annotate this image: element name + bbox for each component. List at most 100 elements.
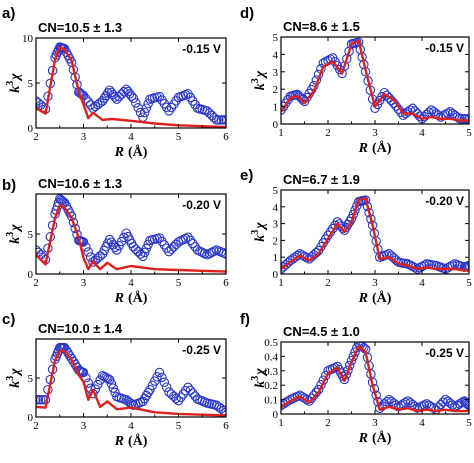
y-axis-chi: χ <box>8 73 23 82</box>
x-axis-label: R (Å) <box>358 290 392 306</box>
data-point <box>36 395 41 405</box>
data-point <box>438 397 448 407</box>
series-fit <box>36 204 226 273</box>
y-tick-label: 0.3 <box>264 366 278 378</box>
x-tick-label: 5 <box>466 277 472 289</box>
data-point <box>133 246 143 257</box>
data-point <box>445 261 455 272</box>
data-point <box>197 247 208 258</box>
panel-f: f) CN=4.5 ± 1.0 -0.25 V 1 2 3 4 5 0 0.1 0.2 0.3 0.4 0… <box>240 311 472 446</box>
y-tick-label: 4 <box>273 202 279 214</box>
data-point <box>104 374 115 385</box>
x-tick-label: 2 <box>33 420 39 432</box>
x-axis-unit: (Å) <box>128 433 148 449</box>
y-tick-label: 5 <box>273 185 279 197</box>
series-fit <box>36 349 226 417</box>
x-axis-unit: (Å) <box>372 290 392 306</box>
x-tick-label: 1 <box>278 417 284 429</box>
x-tick-label: 5 <box>466 417 472 429</box>
x-axis-unit: (Å) <box>128 144 148 160</box>
data-point <box>384 93 394 103</box>
y-tick-label: 1 <box>273 102 279 114</box>
x-axis-variable: R <box>114 145 124 160</box>
x-axis-label: R (Å) <box>114 433 148 449</box>
voltage-annotation: -0.20 V <box>182 198 221 212</box>
panel-label: d) <box>240 5 254 22</box>
chart-title: CN=10.6 ± 1.3 <box>38 176 122 191</box>
data-point <box>36 245 41 255</box>
data-point <box>135 249 146 259</box>
voltage-annotation: -0.15 V <box>182 42 221 56</box>
y-axis-variable: k <box>8 237 23 244</box>
data-point <box>185 385 196 396</box>
y-axis-label: k3χ <box>250 368 268 388</box>
data-point <box>70 223 80 234</box>
x-tick-label: 4 <box>128 131 134 143</box>
data-point <box>306 393 317 403</box>
x-axis-label: R (Å) <box>114 144 148 160</box>
data-point <box>166 244 177 254</box>
x-tick-label: 1 <box>278 277 284 289</box>
x-tick-label: 5 <box>176 131 182 143</box>
x-axis-variable: R <box>358 141 368 156</box>
data-point <box>188 238 198 249</box>
y-tick-label: 0 <box>28 269 34 281</box>
data-point <box>85 252 96 262</box>
y-tick-label: 0.2 <box>264 380 278 392</box>
y-tick-label: 0.5 <box>264 337 278 349</box>
data-point <box>204 108 215 118</box>
data-point <box>173 395 184 406</box>
data-point <box>419 260 430 270</box>
data-point <box>185 235 196 246</box>
data-point <box>108 383 118 393</box>
x-tick-label: 4 <box>128 277 134 289</box>
y-tick-label: 4 <box>273 49 279 61</box>
panel-label: e) <box>240 167 253 184</box>
y-axis-superscript: 3 <box>5 232 16 237</box>
data-point <box>171 393 181 404</box>
y-axis-variable: k <box>253 235 268 242</box>
data-point <box>445 107 455 117</box>
chart-title: CN=10.5 ± 1.3 <box>38 20 122 35</box>
y-axis-label: k3χ <box>5 73 23 93</box>
data-point <box>119 87 129 97</box>
data-point <box>101 90 111 101</box>
panel-label: b) <box>2 177 16 194</box>
y-tick-label: 10 <box>22 33 34 45</box>
x-tick-label: 3 <box>372 127 378 139</box>
data-point <box>161 382 172 392</box>
y-axis-label: k3χ <box>5 368 23 388</box>
x-tick-label: 5 <box>466 127 472 139</box>
data-point <box>447 108 458 119</box>
series-fit <box>281 197 469 272</box>
y-axis-chi: χ <box>253 368 268 377</box>
y-tick-label: 3 <box>273 219 279 231</box>
y-tick-label: 0.4 <box>264 351 278 363</box>
y-axis-label: k3χ <box>250 70 268 90</box>
data-point <box>68 217 79 228</box>
x-tick-label: 5 <box>176 277 182 289</box>
y-tick-label: 5 <box>28 373 34 385</box>
y-axis-chi: χ <box>253 70 268 79</box>
data-point <box>112 94 122 104</box>
data-point <box>339 374 350 385</box>
x-tick-label: 4 <box>419 277 425 289</box>
y-axis-variable: k <box>253 83 268 90</box>
data-point <box>398 110 408 121</box>
data-point <box>164 246 174 257</box>
y-tick-label: 0 <box>273 409 279 421</box>
data-point <box>221 407 226 417</box>
data-point <box>452 400 463 411</box>
y-tick-label: 0 <box>28 123 34 135</box>
data-point <box>221 115 226 125</box>
y-axis-chi: χ <box>8 224 23 233</box>
x-axis-label: R (Å) <box>114 290 148 306</box>
voltage-annotation: -0.20 V <box>425 194 464 208</box>
data-point <box>154 367 165 378</box>
data-point <box>180 233 191 244</box>
data-point <box>85 100 96 110</box>
y-tick-label: 1 <box>273 252 279 264</box>
data-point <box>207 247 217 258</box>
data-point <box>214 402 224 412</box>
data-point <box>159 377 170 388</box>
